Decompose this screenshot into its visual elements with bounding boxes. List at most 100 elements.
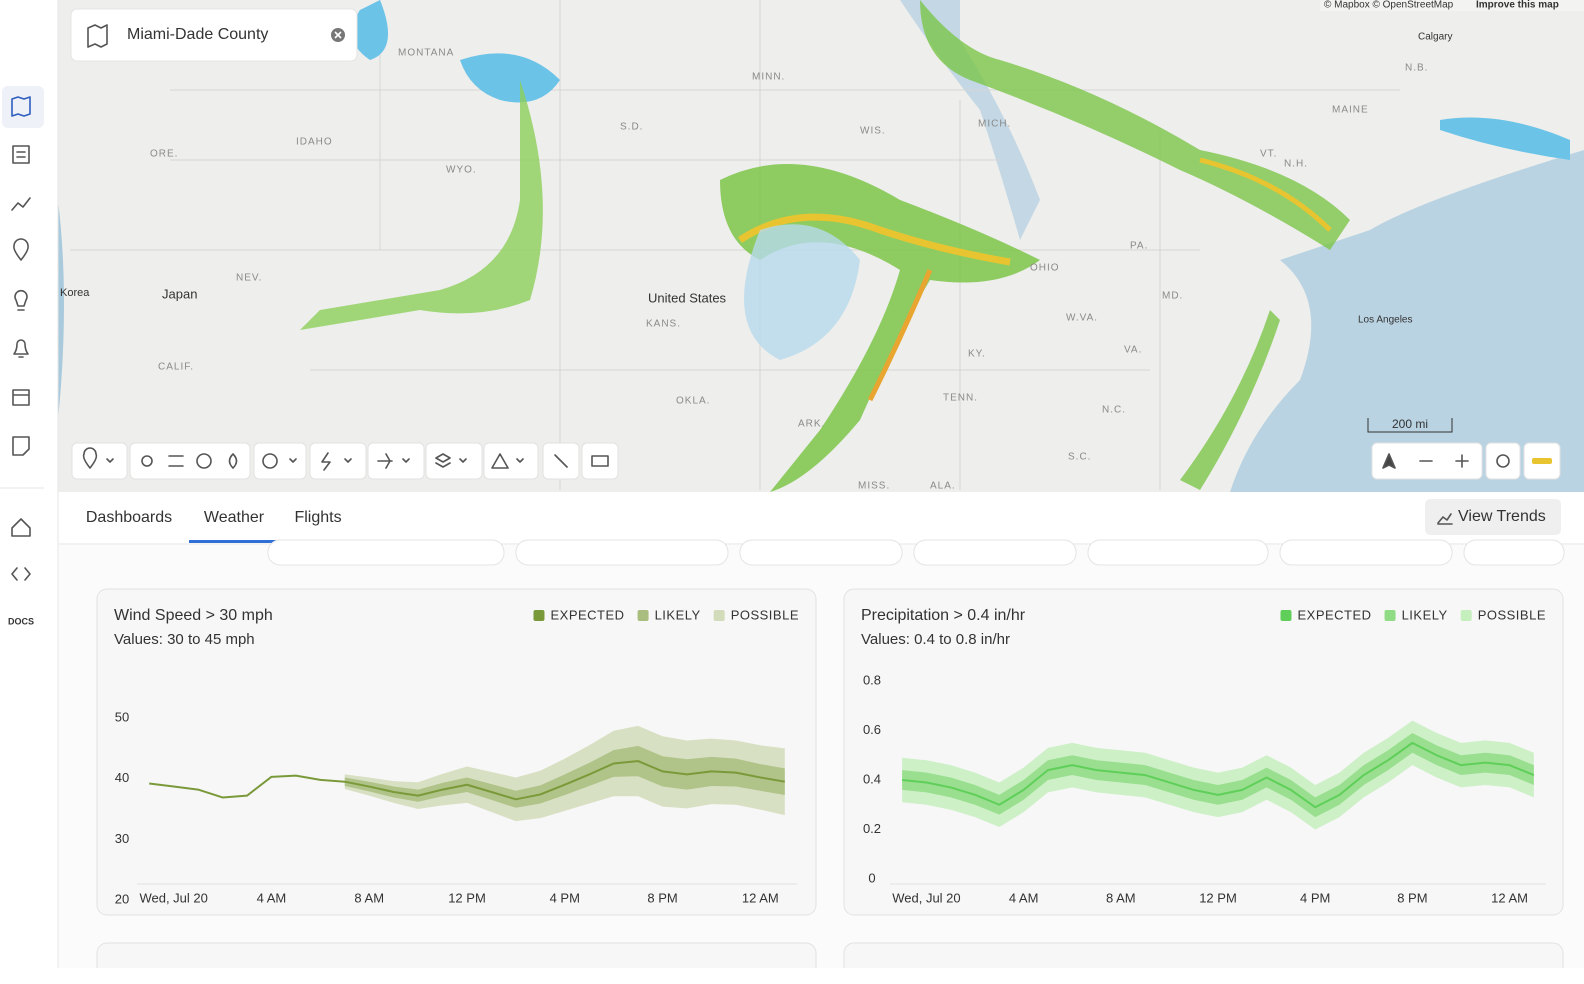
lake — [900, 0, 1040, 240]
map-label: MD. — [1162, 291, 1183, 302]
map-label: ALA. — [930, 481, 956, 492]
tool-button[interactable] — [425, 442, 483, 480]
x-tick-label: 4 PM — [1300, 890, 1330, 905]
nav-icons[interactable] — [11, 96, 31, 581]
map-label: MINN. — [752, 72, 785, 83]
legend-swatch — [1532, 458, 1552, 464]
legend-swatch — [533, 610, 545, 621]
y-tick-label: 0.2 — [863, 821, 881, 836]
map-label: W.VA. — [1066, 313, 1098, 324]
search-icon — [87, 24, 108, 48]
map-label: S.D. — [620, 122, 643, 133]
band — [344, 745, 785, 808]
tool-button[interactable] — [367, 442, 425, 480]
search-text[interactable]: Miami-Dade County — [127, 26, 268, 43]
y-tick-label: 40 — [115, 770, 129, 785]
map-label: PA. — [1130, 241, 1148, 252]
map-label: IDAHO — [296, 137, 333, 148]
legend-label: EXPECTED — [1297, 607, 1371, 622]
map-label: VA. — [1124, 345, 1142, 356]
x-tick-label: 8 PM — [647, 890, 677, 905]
clear-icon — [334, 31, 342, 39]
tool-button[interactable] — [309, 442, 367, 480]
y-tick-label: 50 — [115, 709, 129, 724]
docs-link[interactable]: DOCS — [8, 616, 34, 626]
map-label: MISS. — [858, 481, 890, 492]
legend-label: LIKELY — [655, 607, 701, 622]
view-trends-label[interactable]: View Trends — [1458, 508, 1546, 525]
scale-label: 200 mi — [1392, 417, 1428, 431]
legend-swatch — [713, 610, 725, 621]
map-label: WIS. — [860, 126, 886, 137]
tool-button[interactable] — [581, 442, 619, 480]
legend-label: LIKELY — [1402, 607, 1448, 622]
legend-swatch — [1460, 610, 1472, 621]
map-label: TENN. — [943, 393, 978, 404]
chart-subtitle: Values: 0.4 to 0.8 in/hr — [861, 631, 1010, 648]
band — [902, 720, 1534, 830]
search-box[interactable] — [70, 8, 358, 62]
y-tick-label: 20 — [115, 891, 129, 906]
legend-swatch — [1384, 610, 1396, 621]
nav-active — [2, 86, 44, 128]
tab-indicator — [189, 540, 279, 543]
chart-card — [843, 588, 1564, 916]
settings-button[interactable] — [1485, 442, 1521, 480]
tab[interactable]: Flights — [294, 509, 341, 526]
attribution-bg — [1320, 0, 1584, 11]
filter-chips — [267, 539, 1565, 566]
map-label: Calgary — [1418, 32, 1452, 43]
map-label: Korea — [60, 287, 90, 299]
x-tick-label: 12 AM — [1491, 890, 1528, 905]
tool-button[interactable] — [71, 442, 128, 480]
y-tick-label: 0.4 — [863, 771, 881, 786]
y-tick-label: 0 — [868, 870, 875, 885]
map-label: N.C. — [1102, 405, 1126, 416]
x-tick-label: 12 AM — [742, 890, 779, 905]
tab-active[interactable]: Weather — [204, 509, 265, 526]
map-label: S.C. — [1068, 452, 1091, 463]
map-label: WYO. — [446, 165, 477, 176]
map-label: MAINE — [1332, 105, 1369, 116]
legend-label: EXPECTED — [550, 607, 624, 622]
map-label: KY. — [968, 349, 986, 360]
scale-bar — [1367, 418, 1453, 433]
y-tick-label: 0.8 — [863, 672, 881, 687]
radar — [300, 0, 1570, 492]
legend-label: POSSIBLE — [1478, 607, 1546, 622]
attribution-link[interactable]: Improve this map — [1476, 0, 1559, 11]
map-label: ORE. — [150, 149, 178, 160]
expected-line — [149, 760, 785, 801]
chart-card — [96, 588, 817, 916]
view-trends-button[interactable] — [1425, 499, 1561, 535]
x-tick-label: Wed, Jul 20 — [892, 890, 960, 905]
tool-button[interactable] — [483, 442, 539, 480]
chart-subtitle: Values: 30 to 45 mph — [114, 631, 255, 648]
x-tick-label: 4 AM — [257, 890, 287, 905]
x-tick-label: 4 AM — [1009, 890, 1039, 905]
chart-title: Wind Speed > 30 mph — [114, 607, 273, 624]
map-label: Los Angeles — [1358, 315, 1413, 326]
map-label: MONTANA — [398, 48, 454, 59]
ocean — [1230, 150, 1584, 492]
legend-swatch — [1280, 610, 1292, 621]
x-tick-label: 8 AM — [354, 890, 384, 905]
x-tick-label: 4 PM — [550, 890, 580, 905]
map-label: NEV. — [236, 273, 262, 284]
tab[interactable]: Dashboards — [86, 509, 172, 526]
map[interactable]: IDAHO ORE. WYO. NEV. CALIF. Japan Korea … — [58, 0, 1584, 492]
tool-group[interactable] — [129, 442, 251, 480]
x-tick-label: 12 PM — [448, 890, 486, 905]
sidebar — [0, 0, 58, 984]
map-label: United States — [648, 290, 727, 305]
trends-icon — [1437, 513, 1453, 525]
map-label: OHIO — [1030, 263, 1060, 274]
x-tick-label: 8 AM — [1106, 890, 1136, 905]
legend-label: POSSIBLE — [731, 607, 799, 622]
map-label: MICH. — [978, 119, 1011, 130]
tool-button[interactable] — [253, 442, 307, 480]
map-label: Japan — [162, 286, 197, 301]
tab-bar — [59, 492, 1584, 544]
band — [902, 732, 1534, 818]
